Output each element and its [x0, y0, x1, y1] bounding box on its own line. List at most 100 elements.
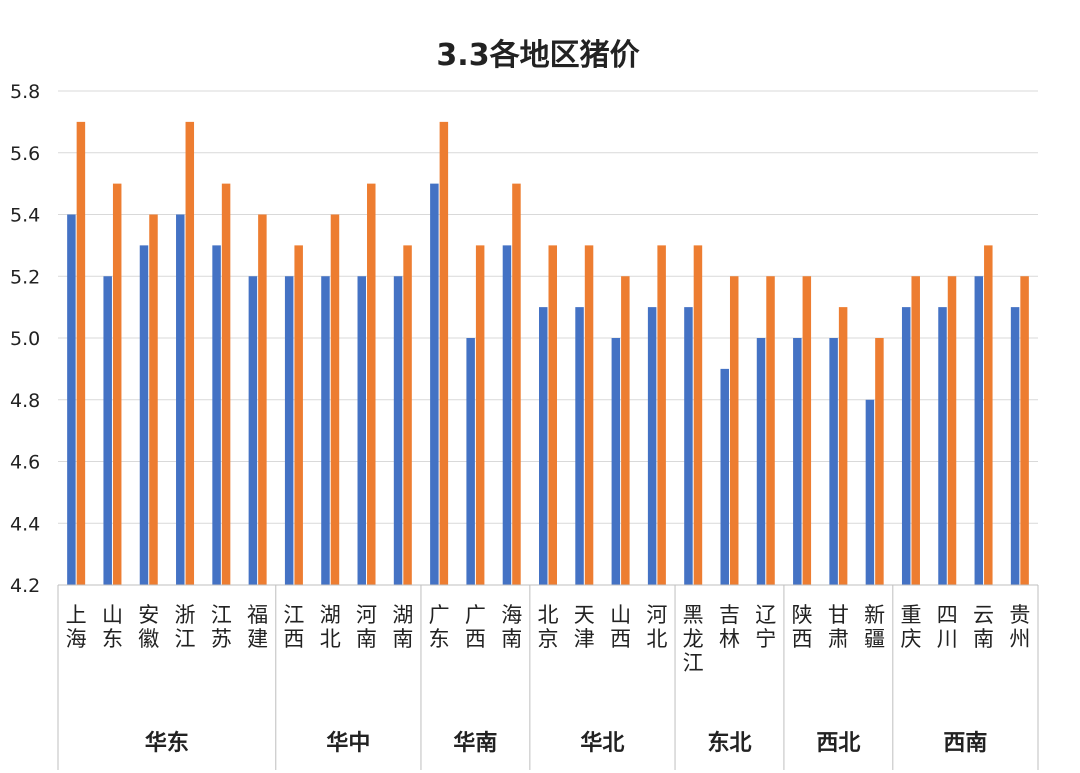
bar-云南-series-1 — [974, 276, 984, 585]
gridlines — [58, 90, 1038, 586]
bar-北京-series-1 — [539, 307, 548, 585]
y-tick-label: 4.8 — [10, 390, 40, 412]
x-tick-label: 江苏 — [211, 603, 232, 651]
x-tick-label: 广西 — [465, 603, 486, 651]
bar-甘肃-series-2 — [838, 307, 848, 585]
bar-黑龙江-series-1 — [684, 307, 693, 585]
x-tick-label: 湖北 — [320, 603, 341, 651]
x-tick-label: 湖南 — [392, 603, 413, 651]
x-tick-label: 上海 — [66, 603, 87, 651]
group-label: 华南 — [453, 730, 497, 756]
y-tick-label: 5.8 — [10, 81, 40, 103]
x-tick-label: 安徽 — [138, 603, 159, 651]
bar-重庆-series-1 — [901, 307, 911, 585]
x-tick-label: 山西 — [610, 603, 631, 651]
group-label: 西北 — [816, 731, 860, 756]
x-tick-label: 海南 — [501, 603, 522, 651]
bar-天津-series-1 — [575, 307, 584, 585]
x-tick-label: 云南 — [973, 603, 994, 651]
bar-福建-series-1 — [248, 276, 258, 585]
bar-陕西-series-2 — [802, 276, 812, 585]
bar-湖南-series-2 — [403, 245, 412, 585]
y-tick-label: 5.0 — [10, 328, 40, 350]
bar-辽宁-series-1 — [756, 338, 766, 585]
bar-辽宁-series-2 — [766, 276, 775, 585]
x-tick-label: 甘肃 — [828, 603, 849, 651]
x-tick-label: 黑龙江 — [683, 603, 704, 675]
bar-河南-series-1 — [357, 276, 367, 585]
bar-甘肃-series-1 — [829, 338, 838, 585]
bars — [58, 121, 1038, 586]
bar-山东-series-1 — [103, 276, 112, 585]
group-label: 华中 — [326, 730, 370, 756]
bar-贵州-series-1 — [1010, 307, 1020, 585]
bar-陕西-series-1 — [793, 338, 802, 585]
y-tick-label: 5.4 — [10, 205, 40, 227]
bar-江西-series-1 — [284, 276, 294, 585]
group-label: 华东 — [145, 730, 189, 756]
y-tick-label: 4.6 — [10, 452, 40, 474]
bar-上海-series-1 — [67, 214, 76, 585]
bar-广东-series-1 — [430, 183, 439, 585]
bar-贵州-series-2 — [1020, 276, 1029, 585]
bar-安徽-series-2 — [149, 214, 158, 585]
x-tick-label: 福建 — [247, 603, 268, 651]
bar-广西-series-1 — [466, 338, 475, 585]
bar-重庆-series-2 — [911, 276, 920, 585]
bar-上海-series-2 — [76, 121, 86, 585]
group-label: 东北 — [707, 730, 751, 756]
bar-四川-series-2 — [947, 276, 957, 585]
bar-山西-series-1 — [611, 338, 621, 585]
x-tick-label: 四川 — [937, 603, 958, 651]
bar-天津-series-2 — [584, 245, 594, 585]
bar-四川-series-1 — [938, 307, 947, 585]
y-tick-label: 4.2 — [10, 575, 40, 597]
bar-福建-series-2 — [258, 214, 267, 585]
bar-北京-series-2 — [548, 245, 557, 585]
x-tick-label: 河南 — [356, 603, 377, 651]
bar-广西-series-2 — [475, 245, 485, 585]
bar-广东-series-2 — [439, 121, 449, 585]
x-axis-category-labels: 上海山东安徽浙江江苏福建江西湖北河南湖南广东广西海南北京天津山西河北黑龙江吉林辽… — [66, 603, 1031, 675]
x-tick-label: 浙江 — [175, 603, 196, 651]
x-tick-label: 贵州 — [1009, 603, 1030, 651]
bar-吉林-series-1 — [720, 368, 729, 585]
bar-湖北-series-2 — [330, 214, 340, 585]
x-tick-label: 山东 — [102, 603, 123, 651]
bar-河北-series-2 — [657, 245, 666, 585]
x-tick-label: 江西 — [283, 603, 304, 651]
y-axis-ticks: 4.2 4.4 4.6 4.8 5.0 5.2 5.4 5.6 5.8 — [10, 81, 40, 597]
bar-海南-series-1 — [502, 245, 512, 585]
x-tick-label: 吉林 — [719, 603, 740, 651]
bar-河南-series-2 — [367, 183, 376, 585]
chart-title: 3.3各地区猪价 — [436, 38, 639, 73]
x-tick-label: 辽宁 — [755, 603, 776, 651]
bar-吉林-series-2 — [729, 276, 739, 585]
x-tick-label: 重庆 — [900, 603, 921, 651]
bar-河北-series-1 — [647, 307, 657, 585]
bar-新疆-series-1 — [865, 399, 875, 585]
bar-山东-series-2 — [112, 183, 122, 585]
x-tick-label: 新疆 — [864, 603, 885, 651]
x-tick-label: 北京 — [538, 603, 559, 651]
bar-湖南-series-1 — [393, 276, 403, 585]
bar-江苏-series-2 — [221, 183, 231, 585]
bar-云南-series-2 — [984, 245, 993, 585]
bar-湖北-series-1 — [321, 276, 330, 585]
bar-浙江-series-1 — [176, 214, 185, 585]
bar-江西-series-2 — [294, 245, 303, 585]
bar-江苏-series-1 — [212, 245, 221, 585]
bar-海南-series-2 — [512, 183, 521, 585]
y-tick-label: 5.6 — [10, 143, 40, 165]
bar-黑龙江-series-2 — [693, 245, 703, 585]
x-tick-label: 河北 — [646, 603, 667, 651]
bar-浙江-series-2 — [185, 121, 195, 585]
bar-新疆-series-2 — [875, 338, 884, 585]
group-label: 华北 — [580, 730, 624, 756]
x-axis-group-labels: 华东 华中 华南 华北 东北 西北 西南 — [57, 585, 1039, 770]
group-label: 西南 — [943, 731, 987, 756]
y-tick-label: 4.4 — [10, 513, 40, 535]
x-tick-label: 天津 — [574, 603, 595, 651]
